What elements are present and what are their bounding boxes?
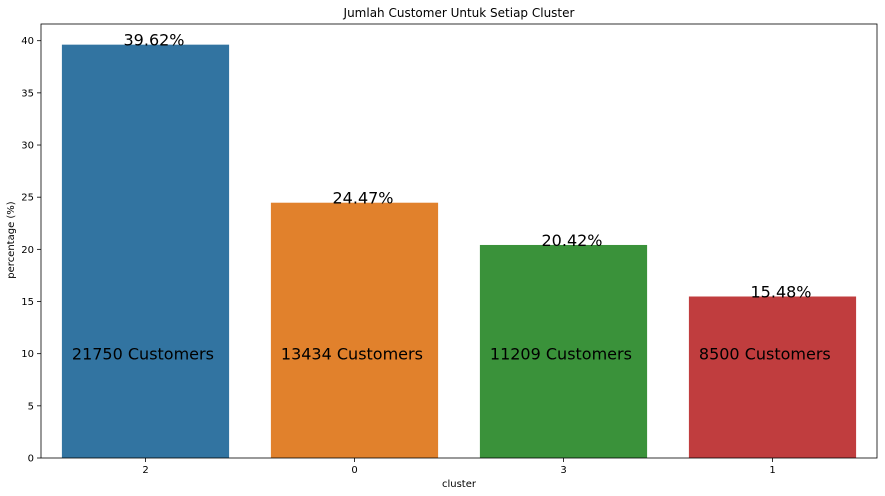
y-tick-label: 40 [21, 36, 34, 47]
bar-cluster-1 [688, 296, 857, 458]
x-tick-label: 2 [142, 465, 148, 476]
y-tick-label: 15 [21, 297, 34, 308]
x-tick-label: 0 [351, 465, 357, 476]
bar-cluster-2 [61, 44, 230, 458]
customer-count-label: 21750 Customers [72, 345, 214, 364]
value-label: 24.47% [333, 189, 394, 208]
customer-count-label: 13434 Customers [281, 345, 423, 364]
value-label: 20.42% [542, 231, 603, 250]
y-tick-label: 10 [21, 349, 34, 360]
y-tick-label: 5 [28, 401, 34, 412]
plot-frame [40, 23, 878, 459]
customer-count-label: 11209 Customers [490, 345, 632, 364]
customer-count-label: 8500 Customers [699, 345, 831, 364]
value-label: 39.62% [124, 31, 185, 50]
x-tick-label: 1 [769, 465, 775, 476]
y-tick-label: 25 [21, 193, 34, 204]
y-tick-label: 20 [21, 245, 34, 256]
bar-cluster-0 [270, 202, 439, 458]
y-tick-label: 30 [21, 141, 34, 152]
y-tick-label: 35 [21, 88, 34, 99]
x-axis-label: cluster [442, 479, 477, 490]
bars-layer [61, 44, 857, 458]
y-axis-label: percentage (%) [6, 201, 17, 279]
x-tick-label: 3 [560, 465, 566, 476]
labels-layer: 39.62% 21750 Customers 24.47% 13434 Custome… [72, 31, 831, 364]
chart-title: Jumlah Customer Untuk Setiap Cluster [343, 6, 575, 20]
bar-cluster-3 [479, 244, 648, 458]
y-tick-label: 0 [28, 454, 34, 465]
value-label: 15.48% [751, 283, 812, 302]
